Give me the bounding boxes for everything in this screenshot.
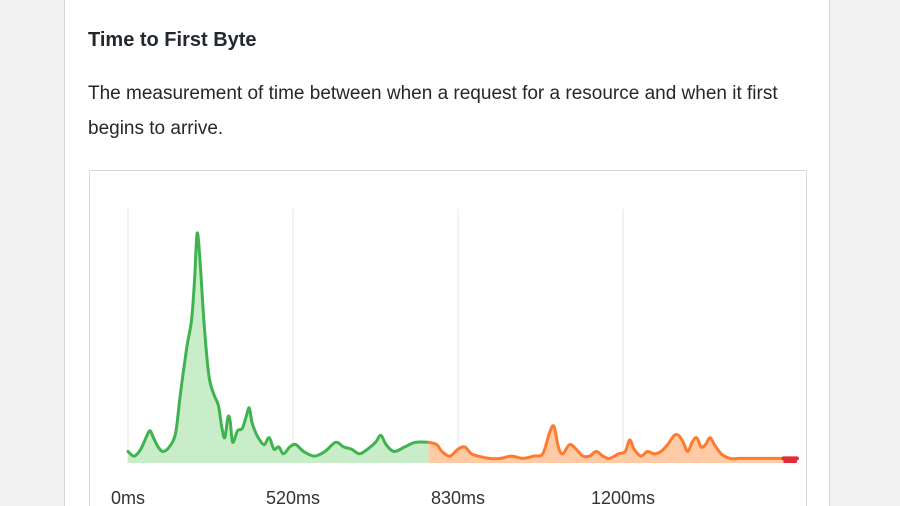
x-tick-label: 1200ms [591,488,655,506]
card-description: The measurement of time between when a r… [88,83,778,139]
x-axis-ticks: 0ms 520ms 830ms 1200ms [111,488,655,506]
distribution-areas [128,232,797,463]
distribution-lines [126,231,799,461]
x-tick-label: 520ms [266,488,320,506]
ttfb-distribution-chart: 0ms 520ms 830ms 1200ms [89,170,807,506]
chart-svg: 0ms 520ms 830ms 1200ms [111,209,799,506]
ttfb-card: Time to First Byte The measurement of ti… [64,0,830,506]
needs-improvement-line [427,424,785,461]
x-tick-label: 830ms [431,488,485,506]
good-line [126,231,431,458]
good-area [128,232,429,463]
card-title: Time to First Byte [88,29,257,51]
x-tick-label: 0ms [111,488,145,506]
needs-improvement-area [428,425,784,463]
grid-lines [127,209,624,463]
